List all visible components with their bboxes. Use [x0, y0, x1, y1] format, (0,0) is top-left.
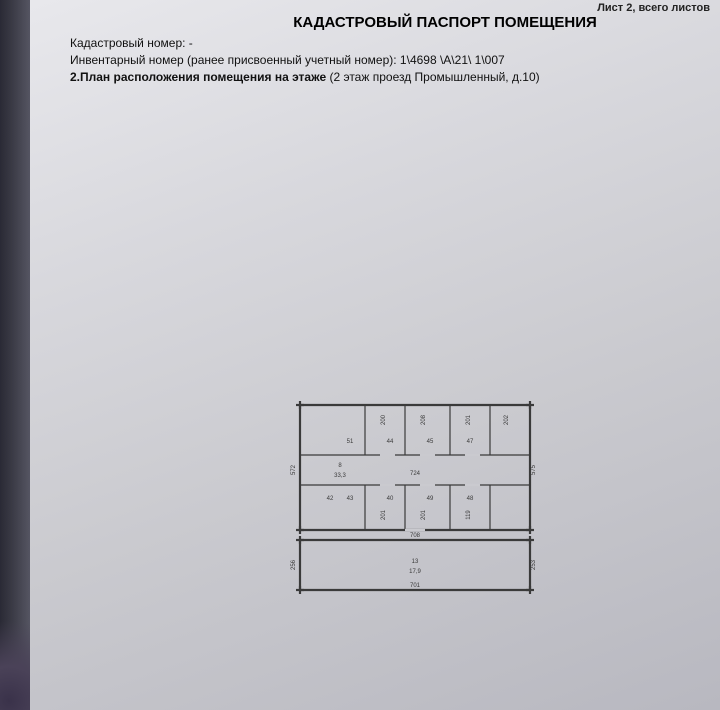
- svg-text:42: 42: [327, 496, 334, 502]
- svg-text:40: 40: [387, 496, 394, 502]
- floor-plan-svg: 572 575 724 200 208 201 202 51 44 45 47 8 33,3 42 43 40…: [290, 395, 540, 605]
- svg-text:202: 202: [504, 414, 510, 425]
- svg-text:49: 49: [427, 496, 434, 502]
- svg-text:33,3: 33,3: [334, 473, 346, 479]
- svg-text:256: 256: [291, 559, 297, 570]
- document-title: КАДАСТРОВЫЙ ПАСПОРТ ПОМЕЩЕНИЯ: [190, 14, 700, 31]
- plan-heading-bold: 2.План расположения помещения на этаже: [70, 70, 326, 84]
- floor-plan-diagram: 572 575 724 200 208 201 202 51 44 45 47 8 33,3 42 43 40…: [290, 395, 540, 605]
- photo-edge-shadow: [0, 0, 30, 710]
- svg-text:208: 208: [421, 414, 427, 425]
- svg-text:47: 47: [467, 439, 474, 445]
- svg-text:17,9: 17,9: [409, 569, 421, 575]
- svg-text:572: 572: [291, 464, 297, 475]
- cadastral-number-line: Кадастровый номер: -: [70, 35, 700, 52]
- svg-text:724: 724: [410, 471, 421, 477]
- sheet-number: Лист 2, всего листов: [597, 2, 710, 14]
- svg-text:8: 8: [338, 463, 342, 469]
- svg-text:201: 201: [421, 509, 427, 520]
- svg-text:43: 43: [347, 496, 354, 502]
- svg-text:51: 51: [347, 439, 354, 445]
- svg-text:13: 13: [412, 559, 419, 565]
- svg-text:119: 119: [466, 510, 472, 520]
- plan-heading-line: 2.План расположения помещения на этаже (…: [70, 69, 700, 86]
- svg-text:48: 48: [467, 496, 474, 502]
- svg-text:201: 201: [466, 414, 472, 425]
- inventory-number-line: Инвентарный номер (ранее присвоенный уче…: [70, 52, 700, 69]
- svg-text:575: 575: [531, 464, 537, 475]
- svg-text:44: 44: [387, 439, 394, 445]
- svg-text:701: 701: [410, 583, 421, 589]
- svg-text:253: 253: [531, 559, 537, 570]
- plan-heading-rest: (2 этаж проезд Промышленный, д.10): [326, 70, 540, 84]
- svg-text:708: 708: [410, 533, 421, 539]
- svg-text:200: 200: [381, 414, 387, 425]
- svg-text:201: 201: [381, 509, 387, 520]
- svg-text:45: 45: [427, 439, 434, 445]
- document-page: Лист 2, всего листов КАДАСТРОВЫЙ ПАСПОРТ…: [30, 0, 720, 710]
